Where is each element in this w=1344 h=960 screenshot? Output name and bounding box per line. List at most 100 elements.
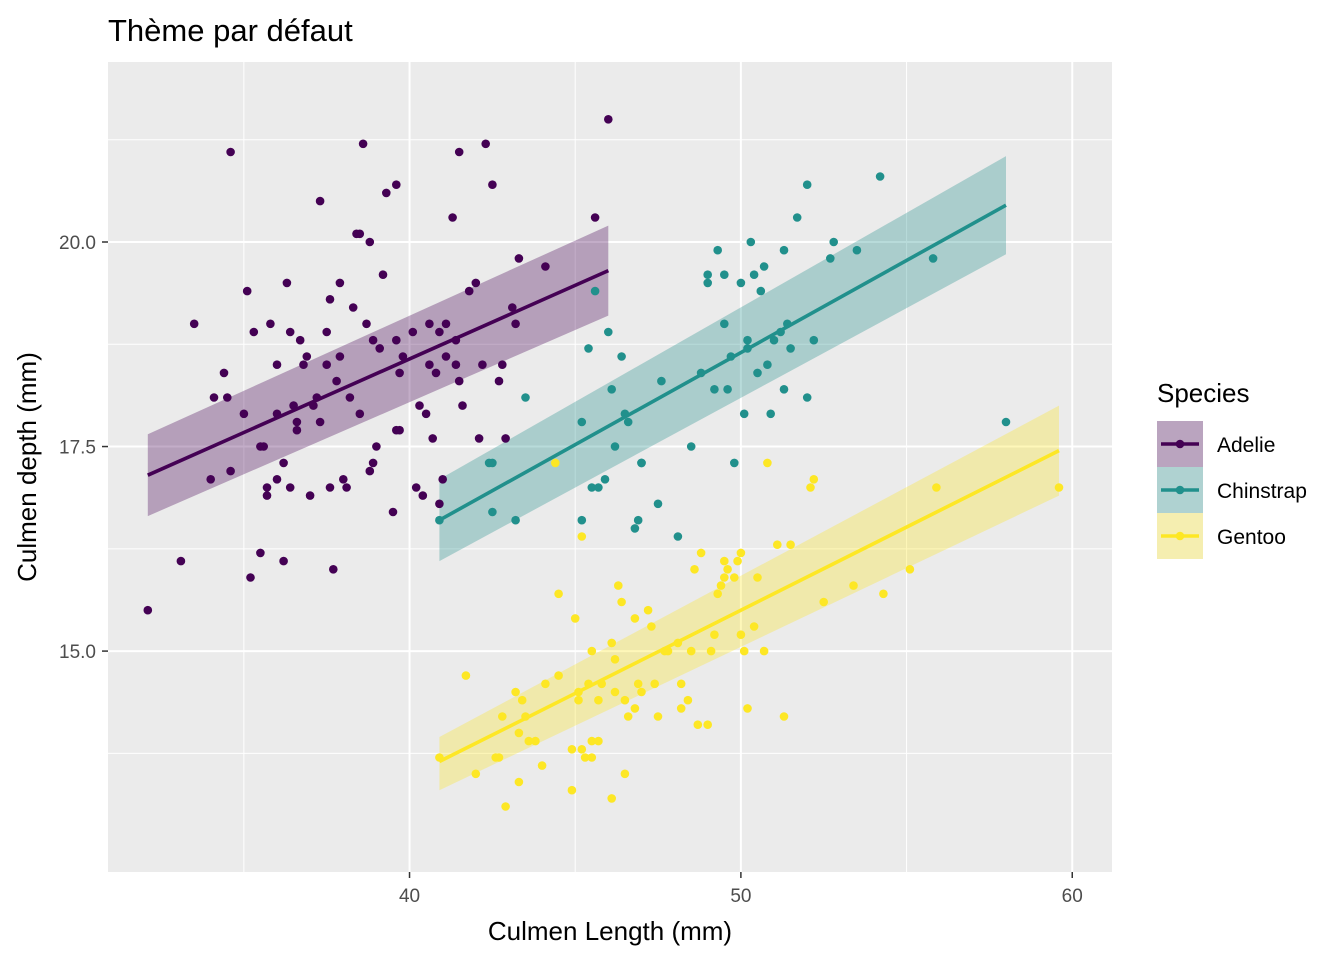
- data-point-chinstrap: [763, 360, 772, 370]
- data-point-adelie: [332, 376, 341, 386]
- data-point-adelie: [189, 319, 199, 329]
- data-point-adelie: [315, 196, 325, 206]
- data-point-chinstrap: [802, 180, 812, 189]
- data-point-adelie: [514, 254, 524, 263]
- data-point-gentoo: [676, 679, 686, 689]
- data-point-adelie: [239, 409, 249, 419]
- data-point-gentoo: [650, 679, 659, 689]
- data-point-chinstrap: [746, 237, 756, 247]
- data-point-gentoo: [594, 736, 603, 746]
- plot-panel: [108, 62, 1112, 872]
- data-point-gentoo: [620, 769, 630, 779]
- legend-label-chinstrap: Chinstrap: [1217, 480, 1307, 503]
- data-point-chinstrap: [875, 172, 885, 181]
- data-point-adelie: [541, 262, 550, 271]
- data-point-adelie: [395, 425, 404, 435]
- regression-lines: [147, 203, 1060, 764]
- data-point-gentoo: [905, 565, 915, 574]
- data-point-adelie: [266, 319, 275, 329]
- data-point-chinstrap: [607, 385, 616, 394]
- regression-line-chinstrap: [438, 203, 1007, 522]
- data-point-adelie: [358, 139, 368, 149]
- data-point-chinstrap: [756, 286, 766, 296]
- data-point-gentoo: [773, 540, 782, 549]
- data-point-adelie: [458, 401, 467, 410]
- data-point-gentoo: [501, 802, 510, 811]
- data-point-gentoo: [637, 687, 646, 697]
- data-point-adelie: [242, 286, 252, 296]
- data-point-gentoo: [710, 630, 719, 639]
- data-point-adelie: [325, 295, 335, 304]
- data-point-gentoo: [567, 745, 577, 754]
- data-point-adelie: [348, 303, 358, 312]
- data-point-gentoo: [537, 761, 547, 770]
- data-point-adelie: [604, 115, 613, 124]
- data-point-chinstrap: [852, 245, 862, 255]
- data-point-adelie: [494, 376, 504, 386]
- data-point-chinstrap: [630, 524, 640, 533]
- data-point-chinstrap: [749, 270, 759, 280]
- data-point-gentoo: [723, 565, 732, 574]
- data-point-gentoo: [524, 736, 534, 746]
- data-point-adelie: [428, 434, 438, 443]
- data-point-chinstrap: [590, 286, 600, 296]
- data-point-adelie: [590, 213, 600, 222]
- data-point-gentoo: [706, 646, 716, 656]
- data-point-chinstrap: [600, 475, 610, 484]
- data-point-gentoo: [577, 745, 587, 754]
- data-point-gentoo: [607, 794, 616, 803]
- data-point-gentoo: [643, 605, 653, 615]
- data-point-chinstrap: [617, 352, 626, 361]
- data-point-chinstrap: [653, 499, 663, 509]
- data-point-adelie: [342, 483, 351, 492]
- data-point-gentoo: [567, 785, 577, 795]
- data-point-gentoo: [819, 597, 828, 607]
- data-point-gentoo: [514, 777, 524, 787]
- data-point-chinstrap: [743, 335, 752, 345]
- data-point-chinstrap: [713, 245, 722, 255]
- data-point-adelie: [471, 278, 481, 288]
- data-point-adelie: [223, 393, 232, 402]
- gridlines: [108, 62, 1112, 872]
- data-point-adelie: [272, 475, 282, 484]
- y-tick-label: 17.5: [59, 438, 96, 459]
- data-point-adelie: [454, 376, 464, 386]
- data-point-chinstrap: [779, 385, 789, 394]
- legend-key-point: [1175, 531, 1185, 541]
- data-point-adelie: [425, 319, 434, 329]
- data-point-adelie: [435, 499, 444, 509]
- data-point-gentoo: [614, 581, 623, 590]
- data-point-gentoo: [610, 655, 620, 664]
- data-point-gentoo: [703, 720, 712, 729]
- data-point-adelie: [438, 475, 448, 484]
- data-point-gentoo: [617, 597, 626, 607]
- data-point-gentoo: [494, 753, 504, 762]
- data-point-adelie: [299, 360, 308, 370]
- data-point-adelie: [421, 409, 431, 419]
- x-axis-ticks: 40 50 60: [399, 872, 1083, 907]
- x-tick-label: 60: [1062, 886, 1083, 907]
- data-point-gentoo: [517, 695, 527, 705]
- data-point-chinstrap: [786, 344, 795, 353]
- data-point-adelie: [256, 548, 265, 558]
- data-point-adelie: [392, 180, 401, 189]
- data-point-chinstrap: [779, 245, 789, 255]
- data-point-adelie: [292, 425, 302, 435]
- data-point-adelie: [285, 327, 295, 337]
- data-point-adelie: [176, 556, 186, 566]
- data-point-chinstrap: [623, 417, 633, 427]
- data-point-adelie: [262, 491, 272, 500]
- data-point-adelie: [451, 360, 461, 370]
- data-point-adelie: [388, 507, 398, 517]
- confidence-band-chinstrap: [439, 156, 1006, 562]
- data-point-adelie: [282, 278, 292, 288]
- data-point-gentoo: [693, 720, 703, 729]
- data-point-gentoo: [514, 728, 524, 738]
- data-point-adelie: [279, 556, 288, 566]
- data-point-adelie: [511, 319, 520, 329]
- x-axis-title: Culmen Length (mm): [488, 916, 732, 946]
- data-point-adelie: [365, 466, 375, 476]
- data-point-adelie: [209, 393, 219, 402]
- data-point-adelie: [508, 303, 517, 312]
